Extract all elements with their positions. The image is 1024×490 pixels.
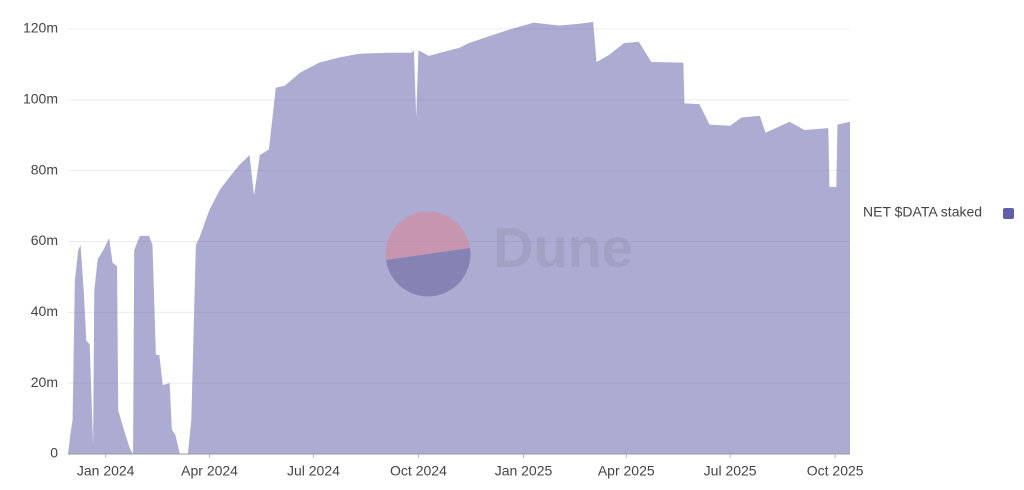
y-tick-label: 80m <box>31 161 58 177</box>
y-tick-label: 40m <box>31 303 58 319</box>
y-tick-label: 60m <box>31 232 58 248</box>
x-tick-label: Jan 2025 <box>495 463 553 479</box>
x-tick-label: Apr 2024 <box>181 463 238 479</box>
logo-top <box>385 211 470 260</box>
x-tick-label: Oct 2024 <box>390 463 447 479</box>
watermark: Dune <box>385 211 633 297</box>
y-tick-label: 120m <box>23 20 58 36</box>
watermark-text: Dune <box>493 216 633 279</box>
x-tick-label: Jul 2025 <box>704 463 757 479</box>
axes: 0 20m 40m 60m 80m 100m 120m Jan 2024 Apr 2024 Jul… <box>23 20 1014 479</box>
x-tick-label: Jan 2024 <box>77 463 135 479</box>
y-tick-label: 20m <box>31 374 58 390</box>
legend-label: NET $DATA staked <box>863 204 982 220</box>
x-tick-label: Apr 2025 <box>598 463 655 479</box>
y-tick-label: 100m <box>23 91 58 107</box>
legend-swatch <box>1003 208 1014 219</box>
logo-bottom <box>386 248 471 297</box>
x-tick-label: Oct 2025 <box>807 463 864 479</box>
x-tick-label: Jul 2024 <box>287 463 340 479</box>
y-tick-label: 0 <box>50 445 58 461</box>
